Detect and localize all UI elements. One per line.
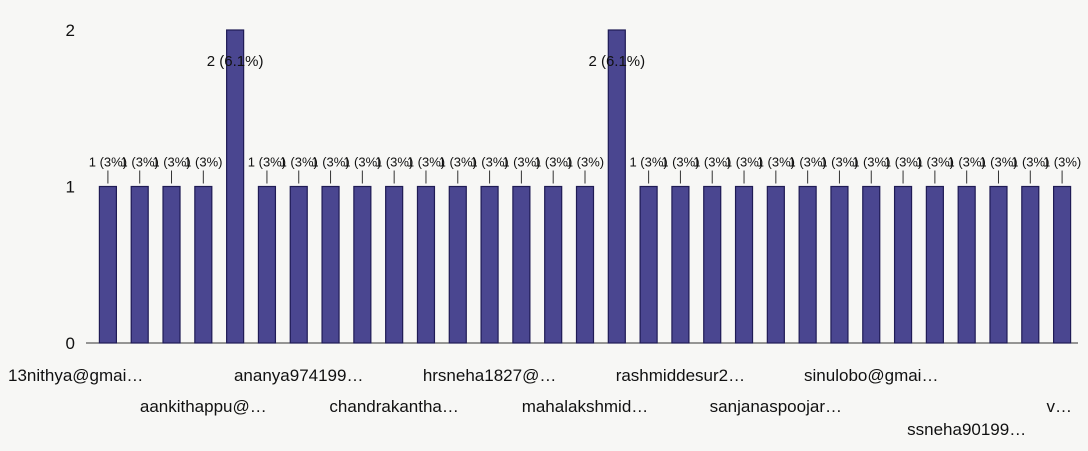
bar bbox=[862, 185, 881, 344]
bar bbox=[257, 185, 277, 344]
data-label: 1 (3%) bbox=[375, 155, 413, 170]
data-label: 1 (3%) bbox=[439, 155, 477, 170]
bar bbox=[385, 185, 404, 344]
x-category-label: v… bbox=[1047, 397, 1073, 416]
data-label: 2 (6.1%) bbox=[207, 53, 264, 70]
data-label: 1 (3%) bbox=[788, 155, 826, 170]
data-label: 1 (3%) bbox=[820, 155, 858, 170]
y-tick-label: 2 bbox=[66, 21, 75, 40]
bar bbox=[544, 185, 563, 344]
data-label: 1 (3%) bbox=[1043, 155, 1081, 170]
data-label: 1 (3%) bbox=[470, 155, 508, 170]
bar bbox=[162, 185, 181, 344]
bar bbox=[703, 185, 722, 344]
x-category-label: rashmiddesur2… bbox=[616, 366, 745, 385]
data-label: 1 (3%) bbox=[184, 155, 222, 170]
bar bbox=[734, 185, 754, 344]
x-category-label: mahalakshmid… bbox=[522, 397, 649, 416]
data-label: 1 (3%) bbox=[248, 155, 286, 170]
x-category-label: aankithappu@… bbox=[140, 397, 267, 416]
bar bbox=[353, 185, 372, 344]
bar bbox=[512, 185, 531, 344]
data-label: 1 (3%) bbox=[979, 155, 1017, 170]
x-category-label: sinulobo@gmai… bbox=[804, 366, 938, 385]
data-label: 1 (3%) bbox=[534, 155, 572, 170]
data-label: 1 (3%) bbox=[280, 155, 318, 170]
data-label: 1 (3%) bbox=[852, 155, 890, 170]
x-category-label: chandrakantha… bbox=[329, 397, 458, 416]
bar bbox=[1052, 185, 1072, 344]
bar bbox=[798, 185, 817, 344]
bar bbox=[448, 185, 467, 344]
bar bbox=[194, 185, 213, 344]
data-label: 1 (3%) bbox=[629, 155, 667, 170]
bar bbox=[575, 185, 595, 344]
y-tick-label: 1 bbox=[66, 178, 75, 197]
data-label: 1 (3%) bbox=[1011, 155, 1049, 170]
data-label: 1 (3%) bbox=[884, 155, 922, 170]
bar bbox=[671, 185, 690, 344]
x-category-label: 13nithya@gmai… bbox=[8, 366, 143, 385]
bar bbox=[130, 185, 149, 344]
bar bbox=[925, 185, 944, 344]
bar bbox=[321, 185, 340, 344]
bar bbox=[480, 185, 499, 344]
bar bbox=[607, 29, 626, 344]
data-label: 1 (3%) bbox=[343, 155, 381, 170]
bar bbox=[989, 185, 1008, 344]
data-label: 1 (3%) bbox=[948, 155, 986, 170]
x-category-label: sanjanaspoojar… bbox=[710, 397, 842, 416]
data-label: 1 (3%) bbox=[916, 155, 954, 170]
data-label: 1 (3%) bbox=[661, 155, 699, 170]
data-label: 1 (3%) bbox=[566, 155, 604, 170]
bar bbox=[893, 185, 913, 344]
bar bbox=[289, 185, 308, 344]
x-category-label: ssneha90199… bbox=[907, 420, 1026, 439]
y-tick-label: 0 bbox=[66, 334, 75, 353]
data-label: 1 (3%) bbox=[89, 155, 127, 170]
x-category-label: ananya974199… bbox=[234, 366, 364, 385]
data-label: 1 (3%) bbox=[502, 155, 540, 170]
x-category-label: hrsneha1827@… bbox=[423, 366, 557, 385]
bar bbox=[416, 185, 436, 344]
data-label: 1 (3%) bbox=[725, 155, 763, 170]
data-label: 1 (3%) bbox=[311, 155, 349, 170]
bar bbox=[1021, 185, 1040, 344]
bar bbox=[639, 185, 658, 344]
data-label: 1 (3%) bbox=[121, 155, 159, 170]
data-label: 2 (6.1%) bbox=[588, 53, 645, 70]
bar bbox=[226, 29, 245, 344]
bar bbox=[98, 185, 118, 344]
data-label: 1 (3%) bbox=[152, 155, 190, 170]
data-label: 1 (3%) bbox=[757, 155, 795, 170]
data-label: 1 (3%) bbox=[693, 155, 731, 170]
data-label: 1 (3%) bbox=[407, 155, 445, 170]
bar bbox=[830, 185, 849, 344]
bar bbox=[957, 185, 976, 344]
bar bbox=[766, 185, 785, 344]
